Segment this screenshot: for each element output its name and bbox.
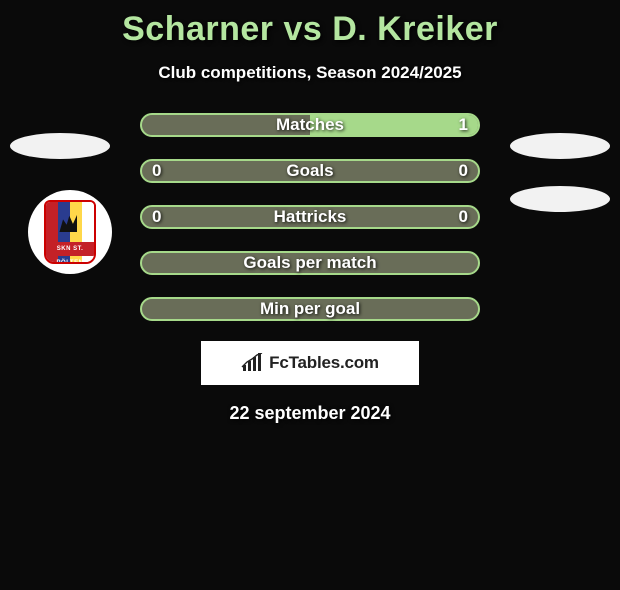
date-text: 22 september 2024	[0, 403, 620, 424]
stat-right-value: 0	[459, 207, 468, 227]
stat-row-goals: 0 Goals 0	[140, 159, 480, 183]
club-shield-icon: SKN ST. PÖLTEN	[44, 200, 96, 264]
stat-label: Min per goal	[260, 299, 360, 319]
stat-label: Matches	[276, 115, 344, 135]
stat-left-value: 0	[152, 207, 161, 227]
bar-chart-icon	[241, 353, 263, 373]
stat-label: Hattricks	[274, 207, 347, 227]
stat-label: Goals	[286, 161, 333, 181]
stat-row-hattricks: 0 Hattricks 0	[140, 205, 480, 229]
watermark: FcTables.com	[201, 341, 419, 385]
stat-label: Goals per match	[243, 253, 376, 273]
watermark-text: FcTables.com	[269, 353, 379, 373]
player-photo-placeholder-left	[10, 133, 110, 159]
stat-left-value: 0	[152, 161, 161, 181]
stat-row-goals-per-match: Goals per match	[140, 251, 480, 275]
club-badge-band: SKN ST. PÖLTEN	[46, 242, 94, 256]
stat-right-value: 1	[459, 115, 468, 135]
stat-right-value: 0	[459, 161, 468, 181]
player-photo-placeholder-right-2	[510, 186, 610, 212]
player-photo-placeholder-right-1	[510, 133, 610, 159]
page-subtitle: Club competitions, Season 2024/2025	[0, 63, 620, 83]
stat-row-matches: Matches 1	[140, 113, 480, 137]
club-badge: SKN ST. PÖLTEN	[28, 190, 112, 274]
page-title: Scharner vs D. Kreiker	[0, 10, 620, 49]
stat-row-min-per-goal: Min per goal	[140, 297, 480, 321]
